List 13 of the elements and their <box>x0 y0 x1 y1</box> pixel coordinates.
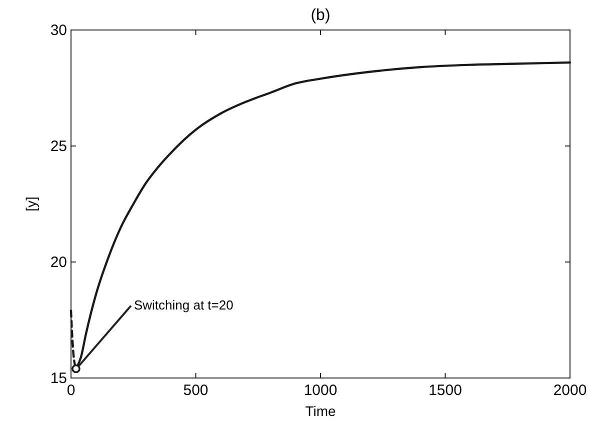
annotation: Switching at t=20 <box>134 298 234 313</box>
y-tick-label: 30 <box>50 22 67 39</box>
y-tick-label: 20 <box>50 254 67 271</box>
x-axis-title: Time <box>305 403 336 419</box>
x-tick-label: 500 <box>183 382 208 399</box>
x-tick-label: 0 <box>66 382 76 399</box>
x-tick-label: 1500 <box>428 382 462 399</box>
y-tick-label: 25 <box>50 138 67 155</box>
x-tick-label: 1000 <box>304 382 338 399</box>
y-axis-title: [y] <box>23 196 39 212</box>
y-tick-label: 15 <box>50 370 67 387</box>
chart-title: (b) <box>310 7 330 24</box>
x-tick-label: 2000 <box>553 382 587 399</box>
